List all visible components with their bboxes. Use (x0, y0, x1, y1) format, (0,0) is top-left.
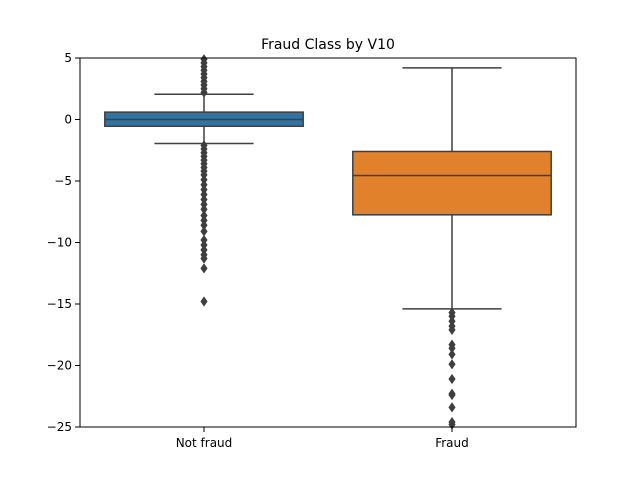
y-tick-label: −25 (47, 420, 72, 434)
x-tick-label: Not fraud (176, 436, 233, 450)
box-group-0 (104, 54, 304, 307)
y-tick-label: 5 (64, 51, 72, 65)
boxes-layer (104, 54, 552, 430)
outlier-point (448, 373, 456, 385)
y-tick-label: −15 (47, 297, 72, 311)
box-group-1 (352, 67, 552, 430)
y-tick-label: −5 (54, 174, 72, 188)
x-axis: Not fraud Fraud (176, 427, 469, 450)
y-tick-label: 0 (64, 113, 72, 127)
outlier-point (200, 226, 208, 237)
outlier-point (448, 389, 456, 401)
box-body (352, 150, 552, 216)
y-tick-label: −20 (47, 359, 72, 373)
x-tick-label: Fraud (435, 436, 469, 450)
outlier-point (448, 402, 456, 413)
outlier-point (200, 263, 208, 274)
outlier-point (200, 253, 208, 264)
y-tick-label: −10 (47, 236, 72, 250)
y-axis: 5 0 −5 −10 −15 −20 −25 (47, 51, 80, 434)
outlier-point (448, 324, 456, 335)
outlier-point (448, 349, 456, 360)
outlier-point (448, 359, 456, 370)
chart-title: Fraud Class by V10 (261, 37, 395, 53)
outlier-point (200, 296, 208, 307)
